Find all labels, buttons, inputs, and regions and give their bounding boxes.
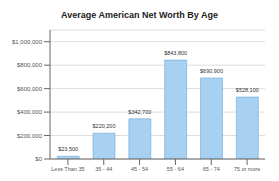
- svg-text:$23,500: $23,500: [58, 146, 78, 152]
- svg-text:$200,000: $200,000: [17, 133, 43, 139]
- svg-text:Less Than 35: Less Than 35: [51, 166, 84, 172]
- svg-text:$690,900: $690,900: [200, 68, 223, 74]
- svg-text:$400,000: $400,000: [17, 109, 43, 115]
- svg-text:35 - 44: 35 - 44: [95, 166, 112, 172]
- svg-text:65 - 74: 65 - 74: [203, 166, 220, 172]
- svg-text:$600,000: $600,000: [17, 86, 43, 92]
- svg-text:45 - 54: 45 - 54: [131, 166, 148, 172]
- svg-text:$800,000: $800,000: [17, 62, 43, 68]
- html-text:Average American Net Worth By: Average American Net Worth By Age: [61, 10, 218, 20]
- svg-text:$1,000,000: $1,000,000: [12, 39, 43, 45]
- svg-text:75 or more: 75 or more: [234, 166, 261, 172]
- svg-text:55 - 64: 55 - 64: [167, 166, 184, 172]
- svg-text:$0: $0: [35, 156, 42, 162]
- svg-text:$220,200: $220,200: [93, 123, 116, 129]
- svg-text:$342,700: $342,700: [128, 109, 151, 115]
- svg-text:$528,100: $528,100: [236, 87, 259, 93]
- svg-text:$843,800: $843,800: [164, 50, 187, 56]
